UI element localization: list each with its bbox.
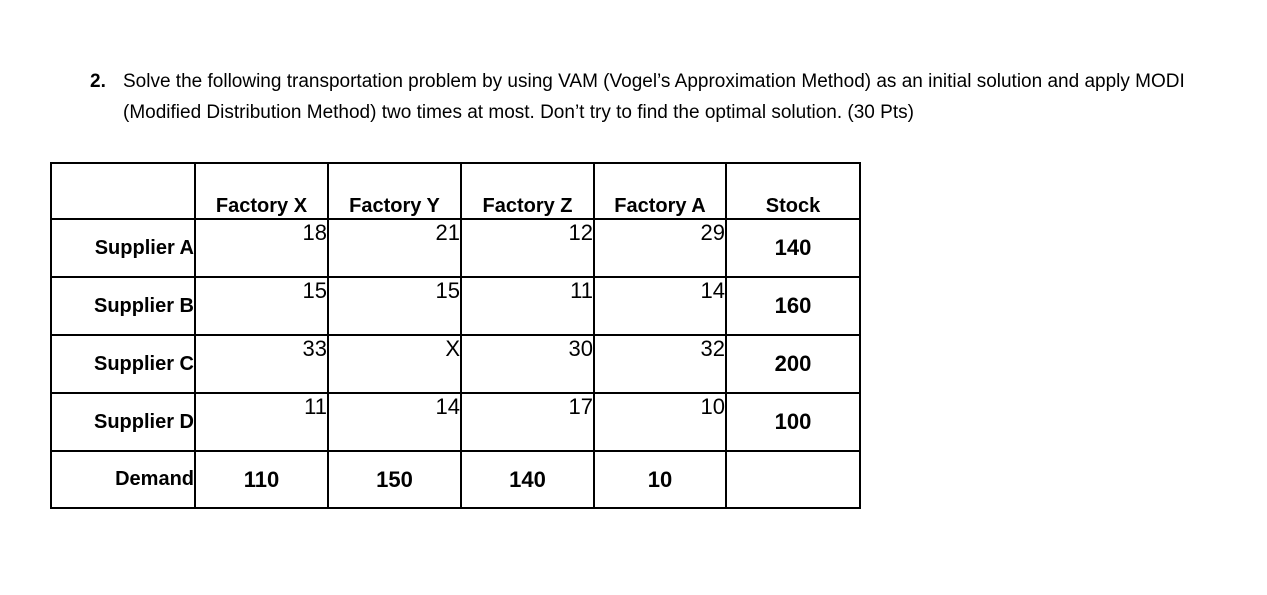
row-label-demand: Demand bbox=[50, 450, 196, 509]
demand-cell-stock-empty bbox=[725, 450, 861, 509]
header-cell-factory-y: Factory Y bbox=[327, 162, 462, 220]
problem-number: 2. bbox=[90, 71, 106, 92]
stock-cell-supplier-b: 160 bbox=[725, 276, 861, 336]
stock-cell-supplier-a: 140 bbox=[725, 218, 861, 278]
cost-cell-a-y: 21 bbox=[327, 218, 462, 278]
problem-statement: 2. Solve the following transportation pr… bbox=[90, 66, 1225, 128]
demand-cell-factory-z: 140 bbox=[460, 450, 595, 509]
table-row-demand: Demand 110 150 140 10 bbox=[50, 450, 861, 509]
table-header-row: Factory X Factory Y Factory Z Factory A … bbox=[50, 162, 861, 220]
demand-cell-factory-y: 150 bbox=[327, 450, 462, 509]
table-row-supplier-d: Supplier D 11 14 17 10 100 bbox=[50, 392, 861, 452]
cost-cell-b-z: 11 bbox=[460, 276, 595, 336]
corner-cell bbox=[50, 162, 196, 220]
demand-cell-factory-x: 110 bbox=[194, 450, 329, 509]
cost-cell-c-y: X bbox=[327, 334, 462, 394]
cost-cell-c-a: 32 bbox=[593, 334, 727, 394]
cost-cell-a-z: 12 bbox=[460, 218, 595, 278]
row-label-supplier-b: Supplier B bbox=[50, 276, 196, 336]
cost-cell-b-x: 15 bbox=[194, 276, 329, 336]
cost-cell-d-z: 17 bbox=[460, 392, 595, 452]
stock-cell-supplier-d: 100 bbox=[725, 392, 861, 452]
header-cell-stock: Stock bbox=[725, 162, 861, 220]
demand-cell-factory-a: 10 bbox=[593, 450, 727, 509]
header-cell-factory-z: Factory Z bbox=[460, 162, 595, 220]
transportation-table: Factory X Factory Y Factory Z Factory A … bbox=[50, 162, 861, 509]
cost-cell-d-y: 14 bbox=[327, 392, 462, 452]
cost-cell-d-a: 10 bbox=[593, 392, 727, 452]
cost-cell-a-x: 18 bbox=[194, 218, 329, 278]
table-row-supplier-c: Supplier C 33 X 30 32 200 bbox=[50, 334, 861, 394]
header-cell-factory-a: Factory A bbox=[593, 162, 727, 220]
table-row-supplier-a: Supplier A 18 21 12 29 140 bbox=[50, 218, 861, 278]
row-label-supplier-c: Supplier C bbox=[50, 334, 196, 394]
cost-cell-d-x: 11 bbox=[194, 392, 329, 452]
header-cell-factory-x: Factory X bbox=[194, 162, 329, 220]
table-row-supplier-b: Supplier B 15 15 11 14 160 bbox=[50, 276, 861, 336]
cost-cell-c-x: 33 bbox=[194, 334, 329, 394]
cost-cell-a-a: 29 bbox=[593, 218, 727, 278]
problem-text: Solve the following transportation probl… bbox=[123, 71, 1185, 123]
cost-cell-b-y: 15 bbox=[327, 276, 462, 336]
row-label-supplier-d: Supplier D bbox=[50, 392, 196, 452]
row-label-supplier-a: Supplier A bbox=[50, 218, 196, 278]
cost-cell-c-z: 30 bbox=[460, 334, 595, 394]
stock-cell-supplier-c: 200 bbox=[725, 334, 861, 394]
cost-cell-b-a: 14 bbox=[593, 276, 727, 336]
